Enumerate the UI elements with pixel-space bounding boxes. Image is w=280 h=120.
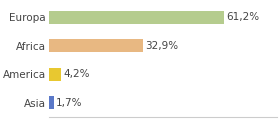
Bar (49, 11, 223, 24)
Text: 1,7%: 1,7% (56, 98, 82, 108)
Text: 61,2%: 61,2% (226, 12, 259, 22)
Bar (49, 96, 53, 109)
Bar (49, 68, 61, 81)
Text: 4,2%: 4,2% (63, 69, 90, 79)
Bar (49, 39, 143, 52)
Text: 32,9%: 32,9% (145, 41, 178, 51)
